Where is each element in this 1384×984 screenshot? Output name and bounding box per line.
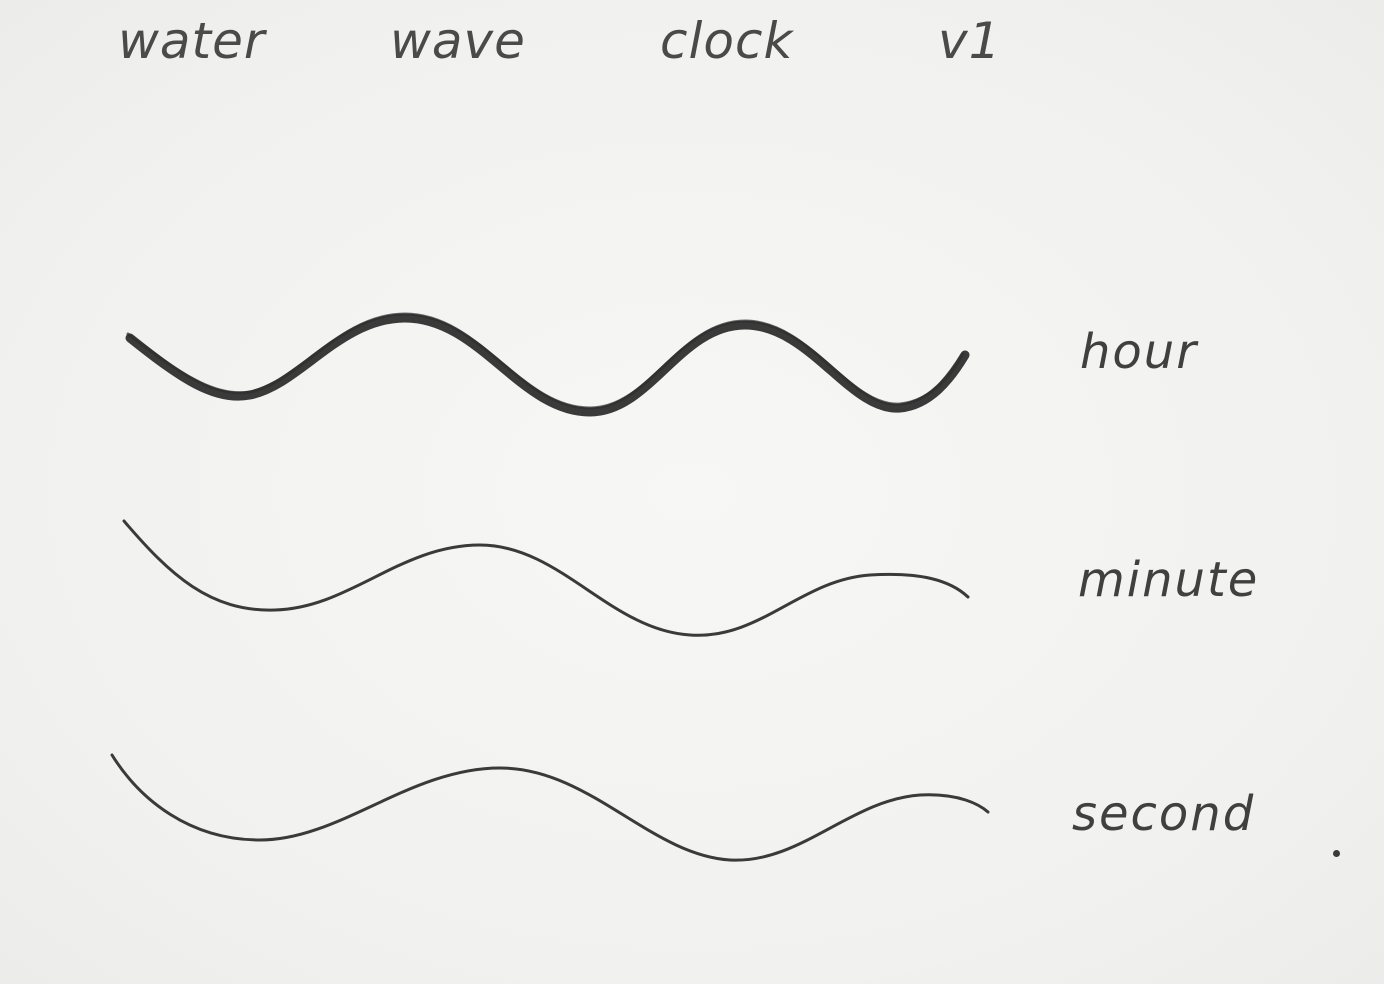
minute-label: minute	[1078, 552, 1260, 608]
ink-dot	[1333, 850, 1340, 857]
title-word-wave: wave	[390, 12, 526, 70]
second-wave	[110, 753, 990, 862]
hour-wave-edge	[126, 312, 965, 410]
hour-label: hour	[1080, 324, 1198, 380]
second-label: second	[1072, 786, 1256, 842]
minute-wave	[122, 519, 970, 637]
title-word-water: water	[118, 12, 266, 70]
title-word-version: v1	[938, 12, 1002, 70]
title-word-clock: clock	[660, 12, 794, 70]
hour-wave	[125, 313, 970, 417]
